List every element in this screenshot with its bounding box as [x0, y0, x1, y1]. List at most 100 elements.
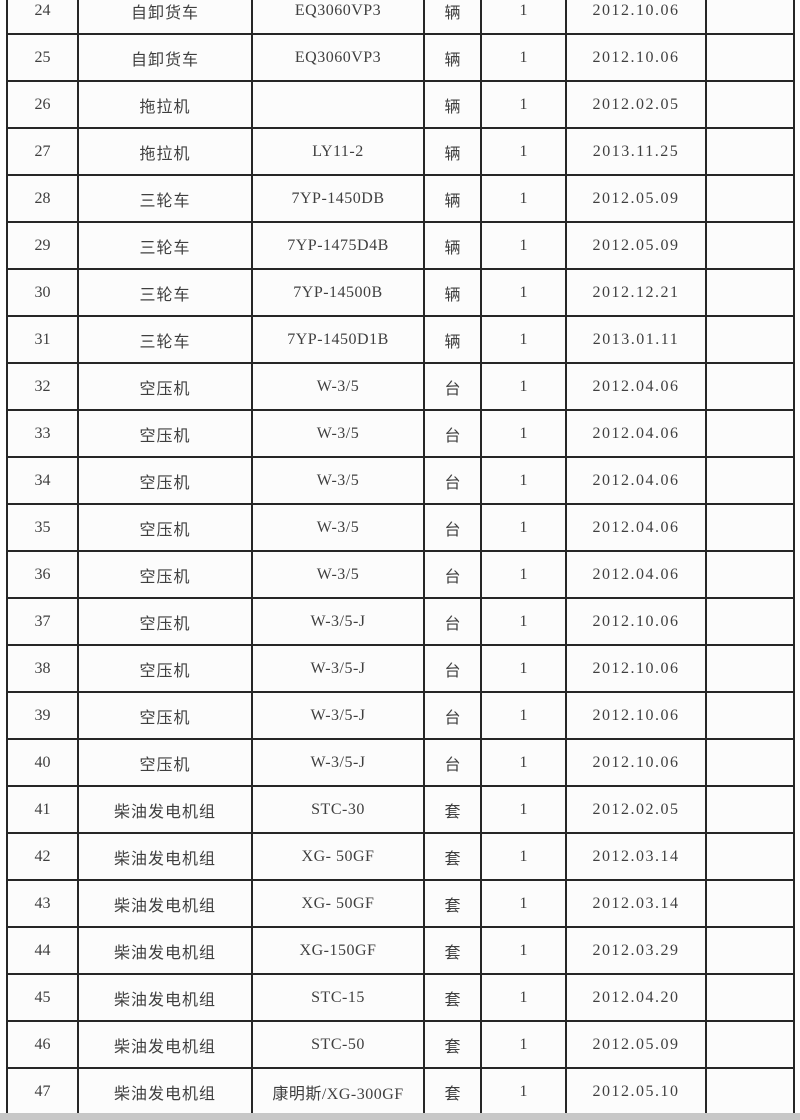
cell-model: EQ3060VP3	[251, 0, 425, 35]
table-row: 33 空压机 W-3/5 台 1 2012.04.06	[6, 409, 795, 458]
cell-unit: 套	[423, 926, 482, 975]
cell-note	[705, 80, 795, 129]
cell-model: XG-150GF	[251, 926, 425, 975]
cell-equipment-name: 柴油发电机组	[77, 1020, 253, 1069]
cell-model	[251, 80, 425, 129]
cell-note	[705, 738, 795, 787]
cell-model: W-3/5-J	[251, 644, 425, 693]
cell-note	[705, 1020, 795, 1069]
cell-model: W-3/5	[251, 503, 425, 552]
cell-equipment-name: 空压机	[77, 738, 253, 787]
cell-model: EQ3060VP3	[251, 33, 425, 82]
cell-date: 2012.10.06	[565, 33, 707, 82]
cell-equipment-name: 三轮车	[77, 174, 253, 223]
cell-date: 2012.03.14	[565, 879, 707, 928]
cell-row-number: 45	[6, 973, 79, 1022]
table-row: 38 空压机 W-3/5-J 台 1 2012.10.06	[6, 644, 795, 693]
cell-date: 2012.04.06	[565, 362, 707, 411]
cell-note	[705, 597, 795, 646]
cell-date: 2012.05.09	[565, 1020, 707, 1069]
cell-date: 2012.04.20	[565, 973, 707, 1022]
cell-date: 2012.03.29	[565, 926, 707, 975]
cell-note	[705, 1067, 795, 1116]
cell-unit: 套	[423, 832, 482, 881]
cell-unit: 台	[423, 550, 482, 599]
cell-model: W-3/5	[251, 409, 425, 458]
equipment-table-body: 24 自卸货车 EQ3060VP3 辆 1 2012.10.06 25 自卸货车…	[6, 0, 795, 1120]
cell-unit: 套	[423, 785, 482, 834]
cell-date: 2013.11.25	[565, 127, 707, 176]
cell-row-number: 36	[6, 550, 79, 599]
cell-row-number: 41	[6, 785, 79, 834]
cell-row-number: 28	[6, 174, 79, 223]
cell-date: 2012.10.06	[565, 691, 707, 740]
cell-note	[705, 926, 795, 975]
cell-equipment-name: 柴油发电机组	[77, 1067, 253, 1116]
cell-date: 2012.05.10	[565, 1067, 707, 1116]
table-row: 35 空压机 W-3/5 台 1 2012.04.06	[6, 503, 795, 552]
cell-model: W-3/5	[251, 456, 425, 505]
table-row: 42 柴油发电机组 XG- 50GF 套 1 2012.03.14	[6, 832, 795, 881]
cell-date: 2012.10.06	[565, 597, 707, 646]
table-row: 47 柴油发电机组 康明斯/XG-300GF 套 1 2012.05.10	[6, 1067, 795, 1116]
cell-row-number: 44	[6, 926, 79, 975]
cell-unit: 台	[423, 644, 482, 693]
cell-date: 2012.05.09	[565, 174, 707, 223]
cell-note	[705, 456, 795, 505]
cell-date: 2012.02.05	[565, 785, 707, 834]
cell-unit: 套	[423, 879, 482, 928]
cell-equipment-name: 空压机	[77, 503, 253, 552]
equipment-table: 24 自卸货车 EQ3060VP3 辆 1 2012.10.06 25 自卸货车…	[6, 0, 795, 1120]
cell-equipment-name: 自卸货车	[77, 33, 253, 82]
cell-row-number: 42	[6, 832, 79, 881]
cell-equipment-name: 柴油发电机组	[77, 926, 253, 975]
table-row: 37 空压机 W-3/5-J 台 1 2012.10.06	[6, 597, 795, 646]
cell-model: STC-50	[251, 1020, 425, 1069]
cell-unit: 辆	[423, 221, 482, 270]
cell-unit: 套	[423, 973, 482, 1022]
cell-unit: 辆	[423, 0, 482, 35]
cell-model: 7YP-1475D4B	[251, 221, 425, 270]
cell-date: 2012.04.06	[565, 550, 707, 599]
cell-model: LY11-2	[251, 127, 425, 176]
cell-note	[705, 785, 795, 834]
cell-note	[705, 691, 795, 740]
table-row: 24 自卸货车 EQ3060VP3 辆 1 2012.10.06	[6, 0, 795, 35]
table-row: 28 三轮车 7YP-1450DB 辆 1 2012.05.09	[6, 174, 795, 223]
cell-unit: 辆	[423, 80, 482, 129]
cell-row-number: 34	[6, 456, 79, 505]
cell-model: W-3/5	[251, 362, 425, 411]
cell-row-number: 32	[6, 362, 79, 411]
cell-model: 7YP-14500B	[251, 268, 425, 317]
cell-note	[705, 268, 795, 317]
cell-unit: 台	[423, 362, 482, 411]
cell-unit: 辆	[423, 33, 482, 82]
cell-quantity: 1	[480, 33, 567, 82]
cell-quantity: 1	[480, 926, 567, 975]
table-row: 25 自卸货车 EQ3060VP3 辆 1 2012.10.06	[6, 33, 795, 82]
cell-note	[705, 127, 795, 176]
cell-model: STC-30	[251, 785, 425, 834]
cell-equipment-name: 空压机	[77, 691, 253, 740]
cell-note	[705, 221, 795, 270]
cell-quantity: 1	[480, 268, 567, 317]
cell-quantity: 1	[480, 409, 567, 458]
cell-unit: 辆	[423, 315, 482, 364]
equipment-table-container: 24 自卸货车 EQ3060VP3 辆 1 2012.10.06 25 自卸货车…	[6, 0, 795, 1120]
table-row: 41 柴油发电机组 STC-30 套 1 2012.02.05	[6, 785, 795, 834]
cell-row-number: 26	[6, 80, 79, 129]
cell-equipment-name: 柴油发电机组	[77, 832, 253, 881]
cell-note	[705, 174, 795, 223]
cell-equipment-name: 三轮车	[77, 221, 253, 270]
cell-row-number: 30	[6, 268, 79, 317]
cell-note	[705, 315, 795, 364]
cell-date: 2012.02.05	[565, 80, 707, 129]
cell-row-number: 27	[6, 127, 79, 176]
cell-row-number: 46	[6, 1020, 79, 1069]
table-row: 34 空压机 W-3/5 台 1 2012.04.06	[6, 456, 795, 505]
table-row: 31 三轮车 7YP-1450D1B 辆 1 2013.01.11	[6, 315, 795, 364]
table-row: 32 空压机 W-3/5 台 1 2012.04.06	[6, 362, 795, 411]
cell-model: W-3/5-J	[251, 691, 425, 740]
cell-date: 2012.05.09	[565, 221, 707, 270]
